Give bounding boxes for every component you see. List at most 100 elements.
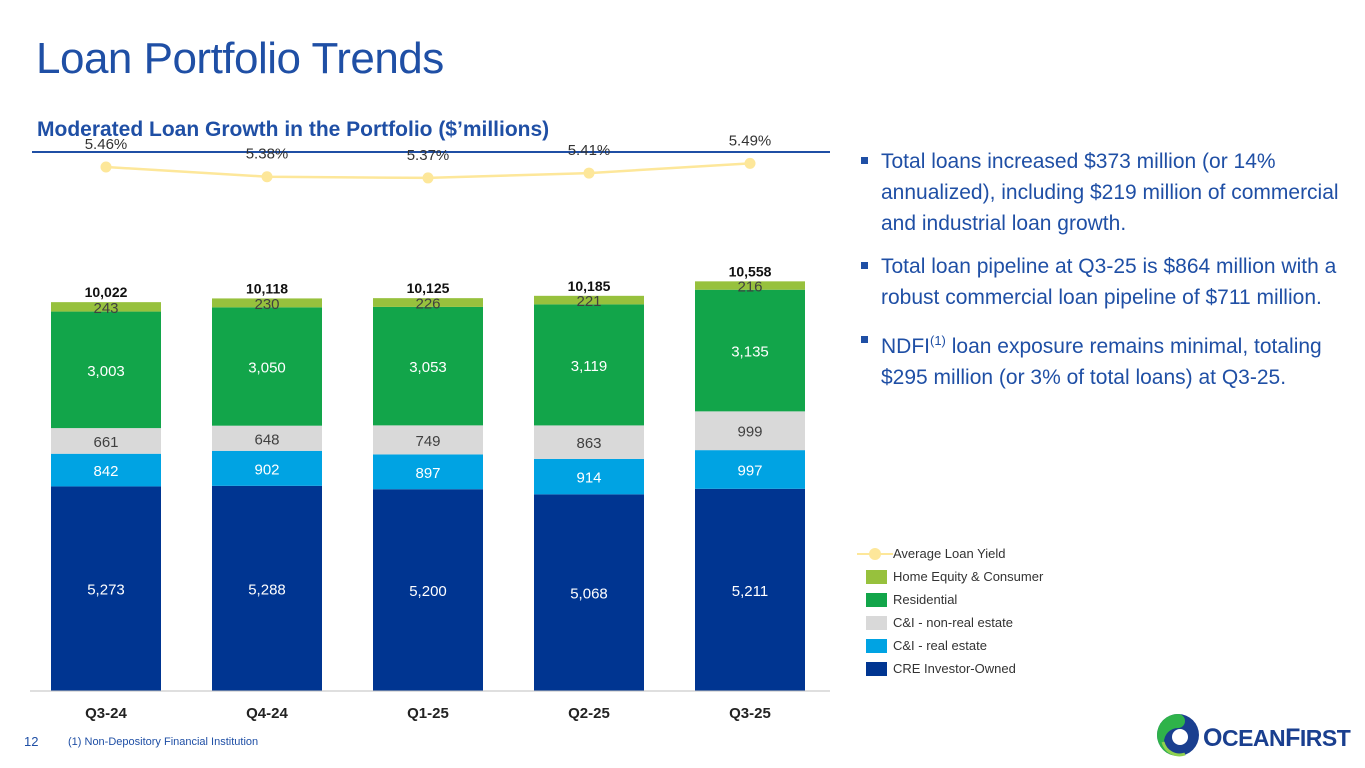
bar-cre-investor-owned (212, 485, 322, 691)
bar-cre-investor-owned (51, 486, 161, 691)
bar-candi-real-estate (534, 458, 644, 495)
bullet-item: Total loans increased $373 million (or 1… (860, 146, 1340, 239)
bar-home-equity-and-consumer (373, 298, 483, 307)
bar-candi-non-real-estate (695, 411, 805, 451)
x-tick-label: Q2-25 (568, 705, 610, 722)
chart-title: Moderated Loan Growth in the Portfolio (… (37, 118, 550, 141)
footnote: (1) Non-Depository Financial Institution (68, 736, 259, 748)
bullet-list: Total loans increased $373 million (or 1… (860, 146, 1340, 405)
bar-candi-real-estate (695, 450, 805, 489)
data-label: 863 (576, 435, 601, 452)
legend-swatch (866, 616, 887, 630)
bullet-item: NDFI(1) loan exposure remains minimal, t… (860, 325, 1340, 393)
data-label: 226 (415, 296, 440, 313)
yield-point (422, 172, 434, 184)
bar-residential (212, 307, 322, 426)
data-label: 230 (254, 296, 279, 313)
chart-legend: Average Loan Yield Home Equity & Consumer… (857, 544, 1117, 682)
bullet-item: Total loan pipeline at Q3-25 is $864 mil… (860, 251, 1340, 313)
bullet-text: Total loan pipeline at Q3-25 is $864 mil… (881, 255, 1337, 309)
x-tick-label: Q1-25 (407, 705, 449, 722)
legend-label: C&I - non-real estate (893, 615, 1013, 630)
data-label: 243 (93, 300, 118, 317)
title-rule (32, 151, 830, 153)
legend-label: CRE Investor-Owned (893, 661, 1016, 676)
legend-swatch (866, 593, 887, 607)
bar-cre-investor-owned (695, 488, 805, 691)
legend-item-residential: Residential (857, 590, 1117, 613)
legend-item-candi-real-estate: C&I - real estate (857, 636, 1117, 659)
bullet-square-icon (861, 262, 868, 269)
x-tick-label: Q3-25 (729, 705, 771, 722)
data-label: 5,068 (570, 586, 608, 603)
data-label: 648 (254, 431, 279, 448)
total-label: 10,185 (568, 278, 611, 294)
data-label: 3,119 (571, 358, 607, 375)
data-label: 5,211 (732, 583, 768, 600)
page-title: Loan Portfolio Trends (36, 34, 444, 83)
data-label: 897 (415, 465, 440, 482)
yield-label: 5.38% (246, 146, 289, 163)
bar-candi-real-estate (212, 450, 322, 486)
yield-label: 5.49% (729, 132, 772, 149)
data-label: 3,050 (248, 360, 286, 377)
legend-swatch (866, 662, 887, 676)
bar-candi-non-real-estate (534, 425, 644, 459)
data-label: 5,200 (409, 583, 447, 600)
data-label: 997 (737, 462, 762, 479)
bar-candi-non-real-estate (51, 428, 161, 454)
page-number: 12 (24, 734, 39, 749)
bar-home-equity-and-consumer (51, 302, 161, 312)
bar-cre-investor-owned (373, 489, 483, 691)
data-label: 3,053 (409, 359, 447, 376)
data-label: 914 (576, 470, 601, 487)
bullet-square-icon (861, 336, 868, 343)
bar-residential (373, 306, 483, 426)
legend-item-cre-investor-owned: CRE Investor-Owned (857, 659, 1117, 682)
legend-dot-icon (869, 548, 881, 560)
data-label: 5,273 (87, 582, 125, 599)
legend-label: Average Loan Yield (893, 546, 1006, 561)
total-label: 10,125 (407, 280, 450, 296)
data-label: 842 (93, 463, 118, 480)
yield-label: 5.41% (568, 142, 611, 159)
data-label: 5,288 (248, 581, 286, 598)
x-tick-label: Q3-24 (85, 705, 127, 722)
data-label: 221 (576, 293, 601, 310)
bullet-footnote-ref: (1) (930, 333, 946, 348)
total-label: 10,022 (85, 284, 128, 300)
legend-label: Home Equity & Consumer (893, 569, 1044, 584)
legend-item-candi-non-real-estate: C&I - non-real estate (857, 613, 1117, 636)
bar-cre-investor-owned (534, 494, 644, 691)
oceanfirst-wordmark: OCEANFIRST (1203, 724, 1351, 752)
data-label: 216 (737, 279, 762, 296)
legend-swatch (866, 570, 887, 584)
legend-label: Residential (893, 592, 958, 607)
data-label: 3,003 (87, 363, 125, 380)
bar-candi-real-estate (373, 454, 483, 490)
bullet-prefix: NDFI (881, 335, 930, 358)
data-label: 3,135 (731, 344, 769, 361)
total-label: 10,118 (246, 280, 288, 296)
data-label: 661 (93, 434, 118, 451)
bar-residential (51, 311, 161, 429)
yield-label: 5.46% (85, 136, 128, 153)
yield-point (100, 161, 112, 173)
legend-label: C&I - real estate (893, 638, 987, 653)
bar-residential (695, 289, 805, 412)
yield-label: 5.37% (407, 147, 450, 164)
bar-home-equity-and-consumer (695, 281, 805, 290)
yield-point (261, 171, 273, 183)
bullet-text: loan exposure remains minimal, totaling … (881, 335, 1322, 389)
bar-home-equity-and-consumer (534, 295, 644, 305)
total-label: 10,558 (729, 263, 772, 279)
bar-candi-non-real-estate (212, 425, 322, 451)
bar-candi-non-real-estate (373, 425, 483, 455)
yield-point (583, 167, 595, 179)
legend-swatch (866, 639, 887, 653)
oceanfirst-logo: OCEANFIRST (1155, 712, 1351, 758)
data-label: 902 (254, 461, 279, 478)
bullet-text: Total loans increased $373 million (or 1… (881, 150, 1339, 235)
data-label: 749 (415, 433, 440, 450)
